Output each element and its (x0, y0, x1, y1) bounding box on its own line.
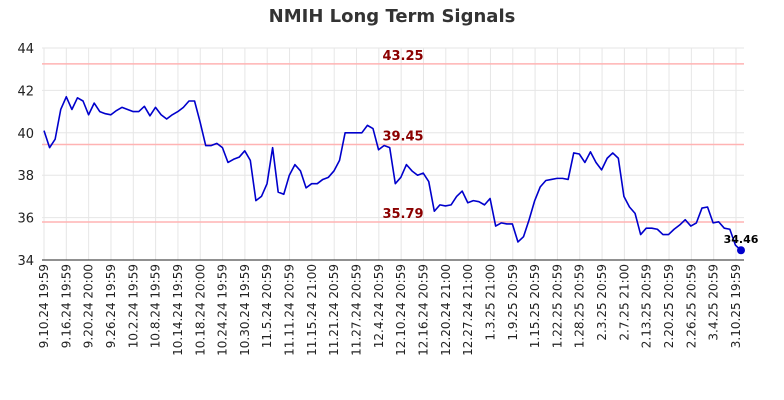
x-tick-label: 1.22.25 20:59 (550, 264, 564, 348)
x-tick-label: 12.16.24 20:59 (416, 264, 430, 356)
chart-title: NMIH Long Term Signals (268, 6, 516, 27)
y-tick-label: 34 (17, 254, 34, 269)
x-tick-label: 10.14.24 19:59 (171, 264, 185, 356)
x-tick-label: 12.27.24 21:00 (461, 264, 475, 356)
x-tick-label: 9.26.24 19:59 (104, 264, 118, 348)
x-tick-label: 11.15.24 21:00 (305, 264, 319, 356)
x-tick-label: 1.9.25 20:59 (506, 264, 520, 341)
x-tick-label: 10.30.24 19:59 (238, 264, 252, 356)
y-tick-label: 44 (17, 42, 34, 57)
y-tick-label: 38 (17, 169, 34, 184)
x-tick-label: 11.27.24 20:59 (350, 264, 364, 356)
x-tick-label: 12.4.24 20:59 (372, 264, 386, 348)
x-tick-label: 12.10.24 20:59 (394, 264, 408, 356)
last-point-marker (737, 246, 745, 255)
y-tick-label: 40 (17, 127, 34, 142)
x-tick-label: 9.20.24 20:00 (82, 264, 96, 348)
x-tick-label: 10.2.24 19:59 (126, 264, 140, 348)
x-tick-label: 1.3.25 21:00 (483, 264, 497, 341)
x-tick-label: 11.5.24 20:59 (260, 264, 274, 348)
x-tick-label: 9.10.24 19:59 (37, 264, 51, 348)
x-tick-label: 10.18.24 20:00 (193, 264, 207, 356)
x-tick-label: 3.4.25 20:59 (707, 264, 721, 341)
x-tick-label: 10.24.24 19:59 (216, 264, 230, 356)
x-tick-label: 11.11.24 20:59 (283, 264, 297, 356)
reference-line-label: 35.79 (382, 207, 423, 222)
x-tick-label: 2.3.25 20:59 (595, 264, 609, 341)
y-tick-label: 36 (17, 212, 34, 227)
x-tick-label: 10.8.24 19:59 (149, 264, 163, 348)
reference-line-label: 43.25 (382, 49, 423, 64)
last-value-label: 34.46 (724, 233, 759, 246)
x-tick-label: 2.20.25 20:59 (662, 264, 676, 348)
x-tick-label: 1.15.25 20:59 (528, 264, 542, 348)
x-tick-label: 2.13.25 20:59 (640, 264, 654, 348)
x-tick-label: 12.20.24 21:00 (439, 264, 453, 356)
x-tick-label: 1.28.25 20:59 (573, 264, 587, 348)
reference-line-label: 39.45 (382, 129, 423, 144)
series-line (43, 95, 742, 251)
x-tick-label: 11.21.24 20:59 (327, 264, 341, 356)
x-tick-label: 2.7.25 21:00 (617, 264, 631, 341)
x-tick-label: 9.16.24 19:59 (59, 264, 73, 348)
x-tick-label: 2.26.25 20:59 (684, 264, 698, 348)
x-tick-label: 3.10.25 19:59 (729, 264, 743, 348)
y-tick-label: 42 (17, 84, 34, 99)
